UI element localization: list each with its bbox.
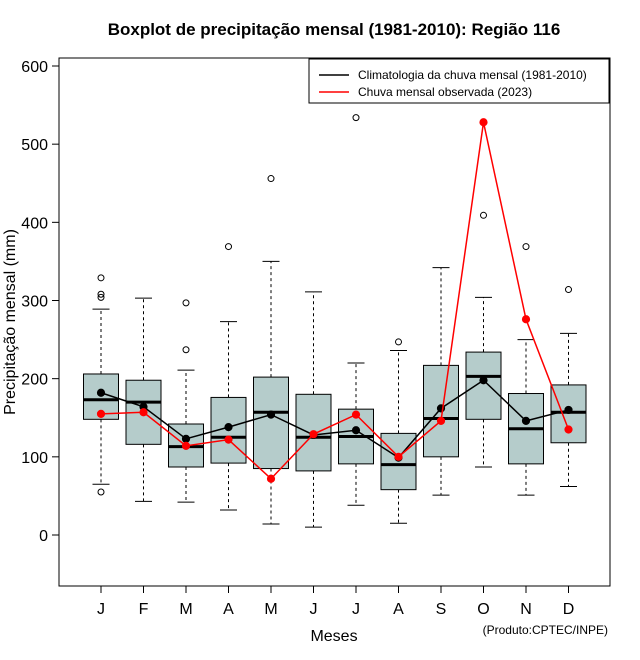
outlier-0 xyxy=(225,243,232,251)
outlier-0 xyxy=(182,346,190,354)
x-tick-label-6: J xyxy=(352,601,360,618)
box-iqr xyxy=(465,351,502,420)
x-tick-label-5: J xyxy=(310,601,318,618)
x-tick-label-8: S xyxy=(436,601,447,618)
series-point-1 xyxy=(139,408,148,417)
outlier-0 xyxy=(480,211,487,219)
box-8 xyxy=(423,267,459,496)
x-tick-label-1: F xyxy=(139,601,149,618)
series-point-5 xyxy=(309,430,318,439)
box-7 xyxy=(380,338,417,524)
y-tick-label-600: 600 xyxy=(21,59,48,76)
box-0 xyxy=(83,274,119,496)
x-axis-label: Meses xyxy=(310,628,357,645)
box-3 xyxy=(210,243,247,511)
series-point-3 xyxy=(224,435,233,444)
outlier-0 xyxy=(352,114,360,122)
legend-label-0: Climatologia da chuva mensal (1981-2010) xyxy=(358,68,587,82)
series-point-0 xyxy=(96,388,106,397)
credit-text: (Produto:CPTEC/INPE) xyxy=(483,623,608,637)
series-point-7 xyxy=(394,452,403,461)
series-point-4 xyxy=(266,410,276,419)
y-tick-label-400: 400 xyxy=(21,215,48,232)
legend: Climatologia da chuva mensal (1981-2010)… xyxy=(308,58,610,104)
outlier-2 xyxy=(97,290,105,298)
series-point-3 xyxy=(224,423,233,432)
outlier-0 xyxy=(267,175,275,183)
y-tick-label-200: 200 xyxy=(21,372,48,389)
x-tick-label-11: D xyxy=(563,601,575,618)
outlier-0 xyxy=(97,488,105,496)
chart-title: Boxplot de precipitação mensal (1981-201… xyxy=(108,20,561,39)
x-tick-label-3: A xyxy=(223,601,234,618)
series-point-9 xyxy=(479,118,488,127)
y-axis: 0 100 200 300 400 500 600 xyxy=(21,59,60,545)
x-tick-label-0: J xyxy=(97,601,105,618)
y-tick-label-500: 500 xyxy=(21,137,48,154)
outlier-0 xyxy=(395,338,402,346)
series-layer xyxy=(96,118,573,483)
x-tick-label-2: M xyxy=(179,601,192,618)
box-11 xyxy=(550,286,587,488)
series-line xyxy=(100,122,570,480)
series-point-10 xyxy=(521,315,531,324)
outlier-1 xyxy=(97,293,105,301)
series-point-10 xyxy=(521,416,531,425)
box-9 xyxy=(465,211,502,468)
y-tick-label-100: 100 xyxy=(21,450,48,467)
outlier-0 xyxy=(565,286,572,294)
x-tick-label-7: A xyxy=(393,601,404,618)
box-5 xyxy=(295,291,332,528)
series-1 xyxy=(96,118,573,483)
series-point-4 xyxy=(266,474,276,483)
series-point-2 xyxy=(181,434,191,443)
legend-frame xyxy=(308,58,610,104)
series-point-9 xyxy=(479,376,488,385)
outlier-1 xyxy=(182,299,190,307)
x-tick-label-9: O xyxy=(477,601,489,618)
box-4 xyxy=(253,175,289,525)
y-axis-label: Precipitação mensal (mm) xyxy=(2,229,19,415)
series-point-6 xyxy=(351,426,361,435)
box-6 xyxy=(338,114,374,506)
y-tick-label-0: 0 xyxy=(39,528,48,545)
box-1 xyxy=(125,297,162,502)
outlier-0 xyxy=(522,243,530,251)
series-point-11 xyxy=(564,425,573,434)
x-tick-label-4: M xyxy=(264,601,277,618)
series-point-6 xyxy=(351,410,361,419)
series-point-11 xyxy=(564,405,573,415)
x-tick-label-10: N xyxy=(520,601,532,618)
series-line xyxy=(100,379,569,459)
box-iqr xyxy=(253,376,289,470)
series-point-2 xyxy=(181,441,191,450)
legend-label-1: Chuva mensal observada (2023) xyxy=(358,85,532,99)
box-iqr xyxy=(295,393,332,472)
series-point-8 xyxy=(436,416,446,425)
y-tick-label-300: 300 xyxy=(21,294,48,311)
boxes-layer xyxy=(83,114,587,528)
series-point-0 xyxy=(96,409,106,418)
outlier-3 xyxy=(97,274,105,282)
box-10 xyxy=(508,243,544,496)
box-2 xyxy=(168,299,204,503)
